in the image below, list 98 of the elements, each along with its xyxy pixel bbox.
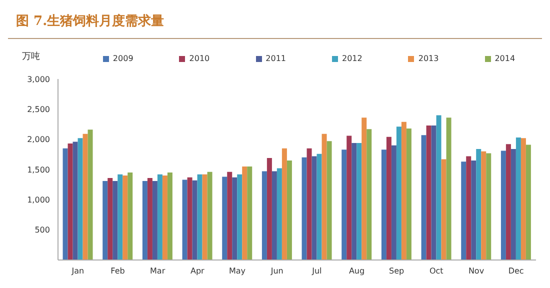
bar — [306, 148, 312, 260]
x-tick-label: Dec — [508, 266, 524, 276]
bar — [302, 157, 307, 260]
bar — [276, 168, 282, 260]
bar — [362, 118, 367, 260]
bar — [326, 141, 332, 260]
bar — [401, 122, 406, 260]
x-tick-label: Sep — [389, 266, 404, 276]
bar — [520, 138, 526, 260]
y-tick-label: 3,000 — [27, 74, 50, 84]
bar — [391, 145, 396, 260]
bar — [346, 136, 352, 260]
bar — [162, 176, 168, 260]
bar — [506, 144, 511, 260]
bar — [421, 135, 426, 260]
legend-label: 2012 — [342, 54, 362, 63]
y-tick-label: 500 — [34, 226, 50, 235]
bar — [262, 171, 267, 260]
x-tick-label: Jun — [270, 266, 284, 276]
x-tick-label: Aug — [348, 266, 365, 276]
bar — [381, 150, 386, 260]
legend-label: 2009 — [112, 54, 134, 63]
bar — [242, 166, 248, 260]
bar — [312, 156, 317, 260]
bar — [461, 162, 466, 260]
bar — [516, 138, 521, 260]
bar — [68, 144, 73, 260]
bar — [342, 150, 347, 260]
bar — [72, 142, 78, 260]
bar — [272, 171, 277, 260]
bar — [108, 178, 113, 260]
legend-label: 2011 — [266, 54, 286, 63]
bar — [122, 176, 128, 260]
bar — [466, 156, 472, 260]
bar — [142, 180, 148, 260]
bar — [352, 142, 357, 260]
bar — [406, 128, 412, 260]
bar — [202, 174, 208, 260]
bar — [500, 150, 506, 260]
bar — [356, 142, 362, 260]
bar — [128, 172, 133, 260]
x-tick-label: Feb — [110, 266, 125, 276]
bar — [322, 134, 327, 260]
bar — [232, 177, 238, 260]
y-tick-label: 2,000 — [27, 135, 50, 144]
bar — [316, 154, 322, 260]
bar — [247, 166, 252, 260]
legend-label: 2010 — [189, 54, 210, 63]
bar — [147, 178, 152, 260]
legend-label: 2013 — [418, 54, 439, 63]
bar — [446, 118, 452, 260]
bar — [78, 138, 83, 260]
bar — [237, 174, 242, 260]
bar — [112, 180, 118, 260]
bar — [510, 148, 516, 260]
bar — [396, 126, 402, 260]
bar — [152, 180, 158, 260]
bar — [266, 158, 272, 260]
bar — [441, 159, 446, 260]
bar — [471, 160, 476, 260]
bar — [386, 136, 392, 260]
y-axis-title: 万吨 — [22, 50, 40, 63]
bar — [282, 148, 287, 260]
bar — [197, 174, 202, 260]
y-tick-label: 1,500 — [27, 165, 50, 174]
y-tick-label: 1,000 — [27, 196, 50, 205]
bar — [227, 172, 232, 260]
bar — [102, 180, 108, 260]
x-tick-label: Oct — [429, 266, 444, 276]
bar — [207, 172, 212, 260]
bar — [182, 180, 188, 260]
x-tick-label: Nov — [468, 266, 484, 276]
bar — [157, 174, 162, 260]
bar — [436, 115, 442, 260]
bar — [192, 180, 198, 260]
bar — [167, 172, 172, 260]
x-tick-label: May — [228, 266, 246, 276]
bar — [431, 125, 436, 260]
bar — [118, 174, 123, 260]
bar — [62, 148, 68, 260]
bar — [426, 125, 432, 260]
bar — [187, 177, 192, 260]
bar — [222, 176, 228, 260]
bar — [526, 144, 531, 260]
bar — [481, 151, 486, 260]
bar — [486, 153, 492, 260]
bar — [286, 160, 292, 260]
chart-title: 图 7.生猪饲料月度需求量 — [16, 12, 164, 30]
legend-label: 2014 — [494, 54, 516, 63]
bar — [476, 148, 482, 260]
y-tick-label: 2,500 — [27, 105, 50, 114]
x-tick-label: Apr — [190, 266, 206, 276]
bar — [82, 134, 88, 260]
bar — [88, 130, 93, 260]
bar — [366, 129, 372, 260]
x-tick-label: Jan — [70, 266, 84, 276]
x-tick-label: Mar — [150, 266, 166, 276]
x-tick-label: Jul — [311, 266, 322, 276]
